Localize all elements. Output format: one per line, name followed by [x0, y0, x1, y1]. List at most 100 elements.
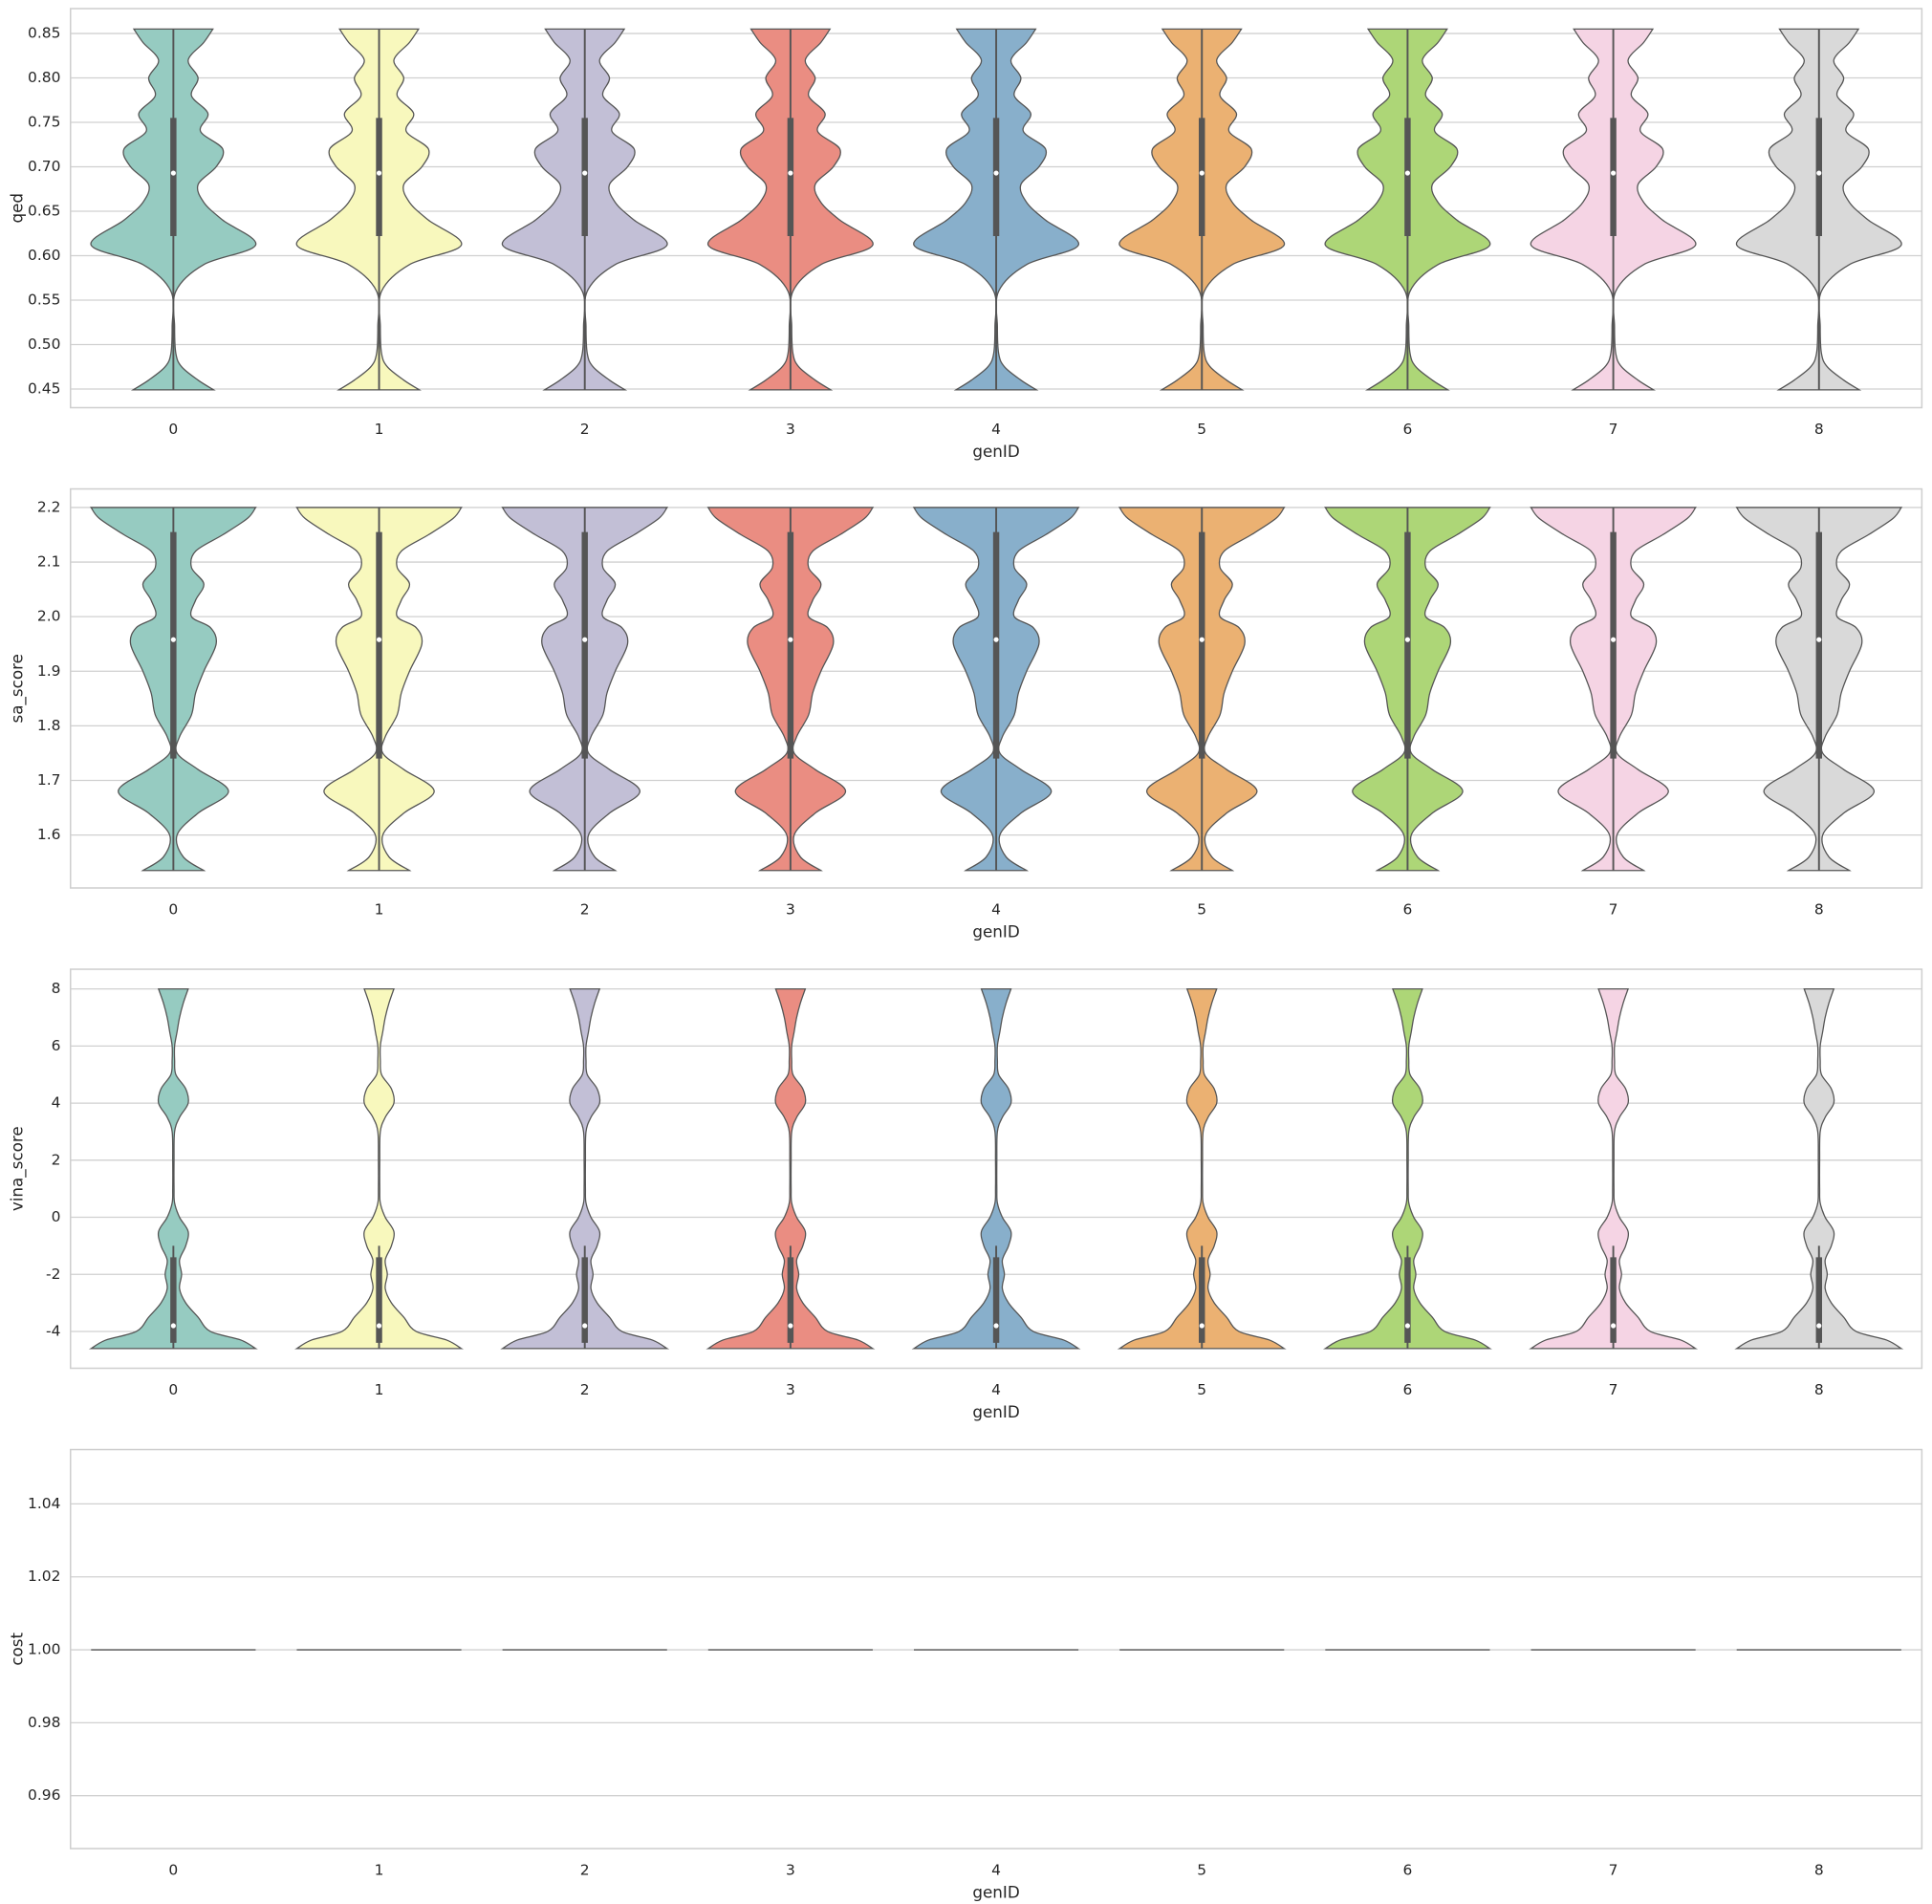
axes-frame — [69, 487, 1923, 889]
x-tick-label: 8 — [1814, 1381, 1824, 1398]
median — [376, 1323, 382, 1329]
median — [376, 170, 382, 176]
median — [1611, 170, 1617, 176]
x-tick-label: 4 — [991, 901, 1001, 919]
axes-frame — [69, 1448, 1923, 1850]
x-tick-label: 3 — [786, 1381, 795, 1398]
x-tick-label: 7 — [1609, 901, 1618, 919]
y-tick-label: 8 — [52, 980, 61, 997]
x-tick-label: 7 — [1609, 1381, 1618, 1398]
panel: 0.96 0.98 1.00 1.02 1.04 cost genID 0 1 2 3 4 5 6 7 8 — [7, 1448, 1923, 1901]
x-tick-label: 4 — [991, 421, 1001, 438]
median — [1404, 637, 1410, 642]
y-tick-label: 0 — [52, 1208, 61, 1225]
median — [1199, 637, 1205, 642]
median — [788, 170, 793, 176]
panel: -4 -2 0 2 4 6 8 vina_score genID 0 1 2 3 4 5 6 7 8 — [7, 968, 1923, 1421]
violin — [88, 987, 258, 1350]
x-tick-label: 7 — [1609, 421, 1618, 438]
violin — [706, 987, 876, 1350]
median — [1816, 1323, 1822, 1329]
x-tick-label: 1 — [375, 1381, 384, 1398]
median — [170, 170, 176, 176]
y-tick-label: -2 — [46, 1266, 60, 1283]
x-tick-label: 8 — [1814, 1862, 1824, 1879]
y-tick-label: 1.04 — [28, 1495, 60, 1512]
y-tick-label: 2.2 — [37, 498, 61, 515]
x-tick-label: 5 — [1197, 1862, 1206, 1879]
median — [993, 170, 999, 176]
x-axis-label: genID — [972, 442, 1019, 461]
x-tick-label: 3 — [786, 1862, 795, 1879]
y-tick-label: 1.8 — [37, 717, 61, 734]
x-tick-label: 0 — [168, 421, 178, 438]
median — [1199, 1323, 1205, 1329]
violin — [1322, 987, 1492, 1350]
x-tick-label: 1 — [375, 901, 384, 919]
y-tick-label: 0.45 — [28, 379, 60, 397]
x-tick-label: 8 — [1814, 901, 1824, 919]
median — [170, 1323, 176, 1329]
y-tick-label: 0.70 — [28, 158, 60, 175]
x-tick-label: 5 — [1197, 421, 1206, 438]
y-tick-label: 0.65 — [28, 203, 60, 220]
y-tick-label: 1.7 — [37, 771, 61, 789]
x-tick-label: 6 — [1403, 1862, 1413, 1879]
x-tick-label: 8 — [1814, 421, 1824, 438]
x-tick-label: 6 — [1403, 421, 1413, 438]
x-tick-label: 4 — [991, 1381, 1001, 1398]
x-tick-label: 3 — [786, 901, 795, 919]
y-tick-label: 6 — [52, 1037, 61, 1054]
y-axis-label: cost — [7, 1632, 26, 1665]
violin — [1117, 987, 1287, 1350]
median — [582, 170, 588, 176]
y-tick-label: 0.75 — [28, 114, 60, 131]
median — [1199, 170, 1205, 176]
x-axis-label: genID — [972, 921, 1019, 941]
median — [376, 637, 382, 642]
median — [1404, 170, 1410, 176]
y-tick-label: 1.6 — [37, 826, 61, 843]
x-tick-label: 0 — [168, 901, 178, 919]
median — [582, 1323, 588, 1329]
violin — [500, 987, 670, 1350]
median — [1816, 637, 1822, 642]
violin — [294, 987, 465, 1350]
median — [788, 1323, 793, 1329]
median — [1611, 1323, 1617, 1329]
x-tick-label: 2 — [580, 1381, 590, 1398]
y-tick-label: 1.9 — [37, 662, 61, 680]
axes-frame — [69, 968, 1923, 1370]
y-tick-label: 4 — [52, 1094, 61, 1112]
y-tick-label: 1.00 — [28, 1641, 60, 1658]
panel: 1.6 1.7 1.8 1.9 2.0 2.1 2.2 sa_score genID 0 1 2 3 4 5… — [7, 487, 1923, 941]
y-tick-label: 2.1 — [37, 553, 61, 571]
median — [1816, 170, 1822, 176]
x-tick-label: 1 — [375, 1862, 384, 1879]
y-tick-label: 0.80 — [28, 69, 60, 86]
y-tick-label: 0.98 — [28, 1714, 60, 1731]
x-axis-label: genID — [972, 1402, 1019, 1421]
y-tick-label: 0.85 — [28, 25, 60, 42]
violin — [1734, 987, 1904, 1350]
median — [582, 637, 588, 642]
x-tick-label: 4 — [991, 1862, 1001, 1879]
panel: 0.45 0.50 0.55 0.60 0.65 0.70 0.75 0.80 0.85 qed g… — [7, 8, 1923, 461]
x-tick-label: 2 — [580, 1862, 590, 1879]
x-tick-label: 3 — [786, 421, 795, 438]
median — [993, 637, 999, 642]
y-tick-label: 0.96 — [28, 1786, 60, 1804]
x-tick-label: 7 — [1609, 1862, 1618, 1879]
median — [993, 1323, 999, 1329]
violin — [1529, 987, 1699, 1350]
median — [170, 637, 176, 642]
y-tick-label: 0.50 — [28, 335, 60, 353]
median — [1611, 637, 1617, 642]
x-tick-label: 1 — [375, 421, 384, 438]
y-tick-label: 2.0 — [37, 608, 61, 625]
y-tick-label: 2 — [52, 1151, 61, 1168]
violin — [911, 987, 1081, 1350]
x-tick-label: 2 — [580, 421, 590, 438]
x-tick-label: 6 — [1403, 901, 1413, 919]
